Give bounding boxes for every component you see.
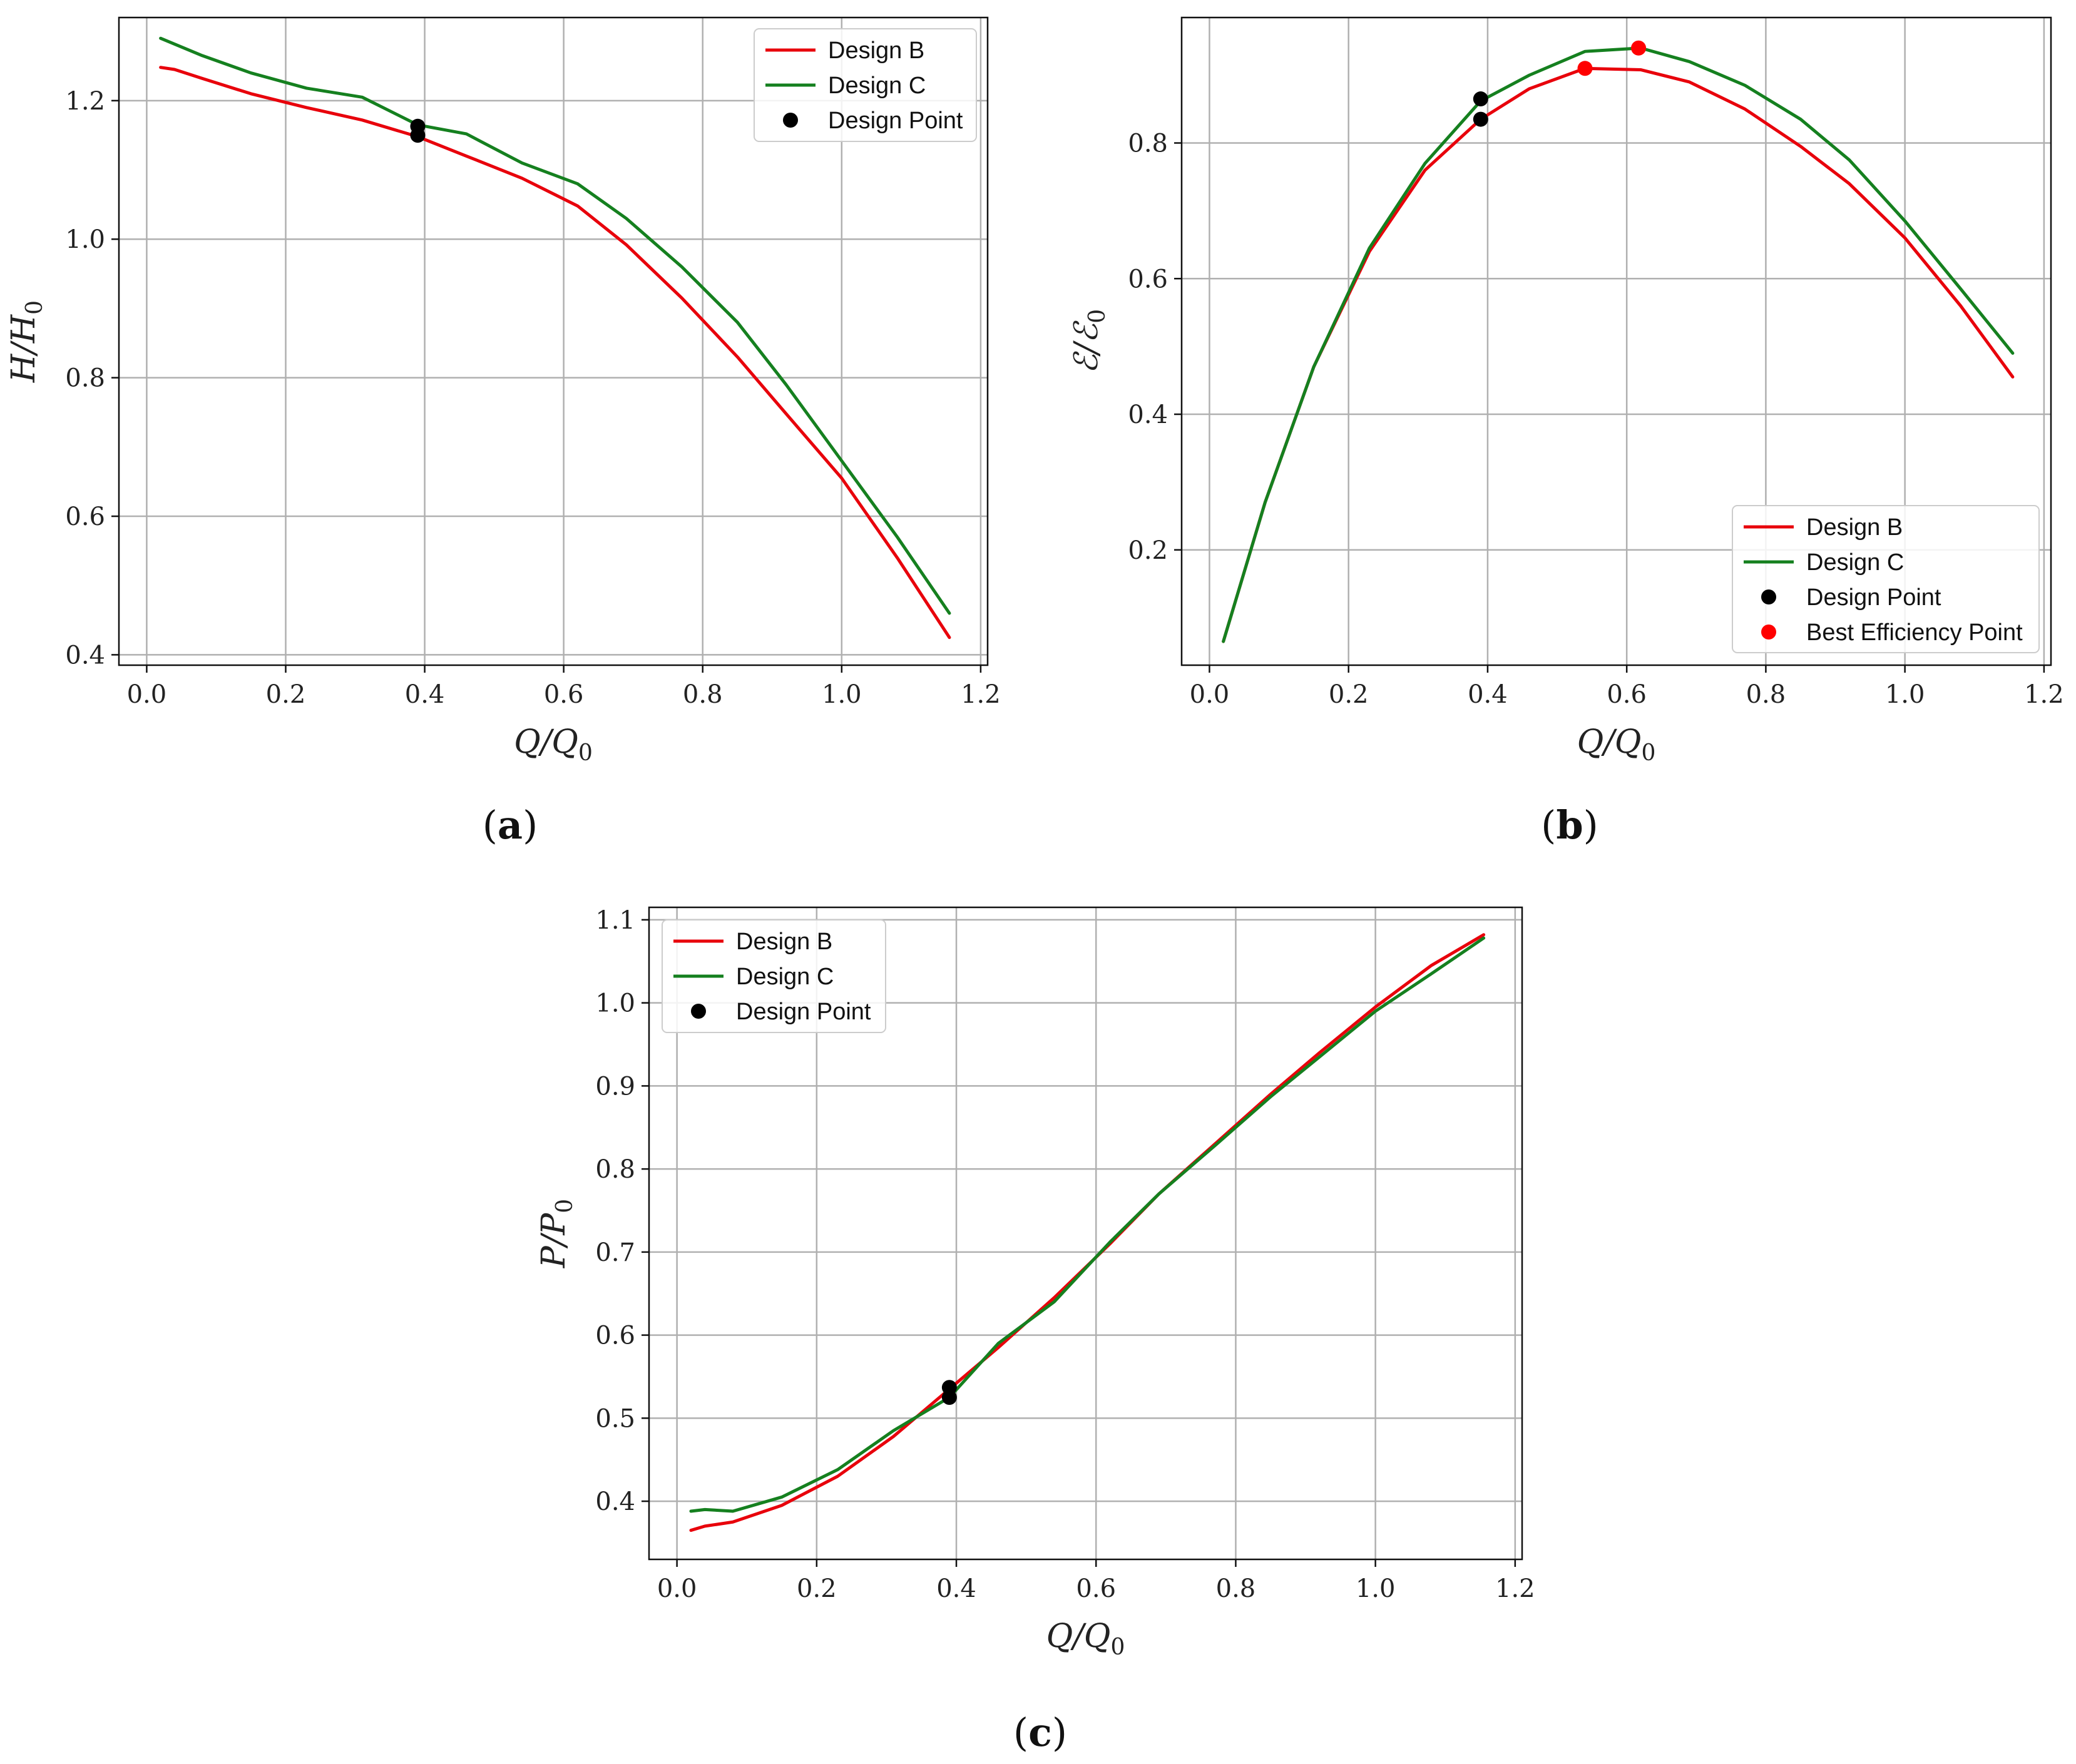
x-tick-label: 0.0 [127, 680, 167, 709]
legend: Design B Design C Design Point Best Efficie… [1732, 505, 2040, 653]
legend-swatch-marker [783, 113, 798, 128]
series-line-design-b [159, 66, 951, 640]
x-tick-label: 0.6 [1076, 1574, 1116, 1603]
x-tick-label: 0.4 [936, 1574, 976, 1603]
y-tick-label: 0.6 [595, 1322, 635, 1350]
legend-entry-design-c: Design C [736, 964, 834, 990]
y-tick-label: 0.9 [595, 1072, 635, 1101]
x-axis-label: Q/Q0 [1046, 1618, 1125, 1660]
x-tick-label: 0.8 [683, 680, 723, 709]
panel-label: (a) [483, 802, 538, 848]
legend-entry-design-point: Design Point [828, 108, 963, 134]
chart-panel-3: 0.0 0.2 0.4 0.6 0.8 1.0 1.2 0.4 0.5 0.6 0.7 0.8 0.9 1… [535, 906, 1535, 1755]
x-tick-label: 0.4 [405, 680, 445, 709]
series-line-design-c [159, 36, 951, 615]
legend-entry-design-b: Design B [828, 38, 924, 64]
y-tick-label: 1.2 [65, 87, 105, 116]
x-axis-label: Q/Q0 [514, 723, 593, 766]
legend: Design B Design C Design Point [662, 919, 886, 1033]
legend-swatch-marker [1761, 589, 1776, 604]
x-tick-label: 1.0 [822, 680, 862, 709]
series-line-design-b [689, 933, 1486, 1532]
x-tick-label: 1.2 [1495, 1574, 1535, 1603]
x-tick-label: 0.8 [1746, 680, 1786, 709]
panel-label: (c) [1013, 1710, 1067, 1755]
series-line-design-c [689, 936, 1486, 1513]
y-tick-label: 0.8 [65, 364, 105, 393]
axes-frame [1180, 16, 2052, 666]
axes-frame [648, 906, 1523, 1561]
y-tick-label: 0.6 [65, 502, 105, 531]
x-tick-label: 0.8 [1216, 1574, 1256, 1603]
x-tick-label: 1.2 [961, 680, 1001, 709]
chart-panel-2: 0.0 0.2 0.4 0.6 0.8 1.0 1.2 0.2 0.4 0.6 0.8 Q/Q0 ℰ/ℰ… [1068, 16, 2064, 848]
x-tick-label: 0.2 [266, 680, 306, 709]
legend-box [662, 919, 886, 1033]
y-axis-label: P/P0 [535, 1199, 578, 1268]
x-tick-label: 1.2 [2024, 680, 2064, 709]
legend-entry-design-c: Design C [828, 73, 926, 99]
y-axis-label: ℰ/ℰ0 [1068, 309, 1110, 374]
y-tick-label: 0.8 [1128, 129, 1168, 158]
y-tick-label: 0.4 [595, 1487, 635, 1516]
y-tick-label: 0.2 [1128, 536, 1168, 565]
legend-swatch-marker [1761, 625, 1776, 640]
legend-entry-design-point: Design Point [736, 999, 871, 1025]
best-efficiency-point-marker [1631, 40, 1647, 56]
y-tick-label: 0.6 [1128, 265, 1168, 293]
legend-box [1732, 505, 2040, 653]
legend-entry-design-c: Design C [1806, 549, 1904, 576]
chart-panel-1: 0.0 0.2 0.4 0.6 0.8 1.0 1.2 0.4 0.6 0.8 1.0 1.2 Q/Q0… [5, 16, 1001, 848]
best-efficiency-point-marker [1577, 61, 1593, 76]
design-point-marker [1473, 91, 1488, 107]
y-tick-label: 1.0 [65, 225, 105, 254]
x-tick-label: 0.2 [1329, 680, 1369, 709]
y-tick-label: 0.7 [595, 1238, 635, 1267]
design-point-marker [410, 128, 426, 143]
x-tick-label: 0.6 [1607, 680, 1647, 709]
axes-frame [118, 16, 989, 666]
x-axis-label: Q/Q0 [1577, 723, 1656, 766]
legend-box [754, 28, 977, 142]
y-axis-label: H/H0 [5, 300, 48, 383]
x-tick-label: 1.0 [1356, 1574, 1396, 1603]
y-tick-label: 0.5 [595, 1404, 635, 1433]
x-tick-label: 0.0 [1190, 680, 1230, 709]
legend-swatch-marker [691, 1004, 706, 1019]
legend-entry-best-efficiency-point: Best Efficiency Point [1806, 619, 2023, 646]
x-tick-label: 0.4 [1468, 680, 1508, 709]
legend-entry-design-b: Design B [1806, 514, 1903, 541]
x-tick-label: 0.0 [657, 1574, 697, 1603]
y-tick-label: 0.8 [595, 1155, 635, 1184]
legend-entry-design-b: Design B [736, 929, 832, 955]
y-tick-label: 0.4 [65, 641, 105, 670]
y-tick-label: 1.0 [595, 989, 635, 1018]
x-tick-label: 0.6 [544, 680, 584, 709]
y-tick-label: 1.1 [595, 906, 635, 935]
legend-entry-design-point: Design Point [1806, 584, 1941, 611]
y-tick-label: 0.4 [1128, 400, 1168, 429]
design-point-marker [941, 1390, 957, 1405]
design-point-marker [1473, 111, 1488, 127]
x-tick-label: 0.2 [797, 1574, 837, 1603]
panel-label: (b) [1541, 802, 1598, 848]
x-tick-label: 1.0 [1885, 680, 1925, 709]
legend: Design B Design C Design Point [754, 28, 977, 142]
series-line-design-c [1222, 46, 2015, 643]
